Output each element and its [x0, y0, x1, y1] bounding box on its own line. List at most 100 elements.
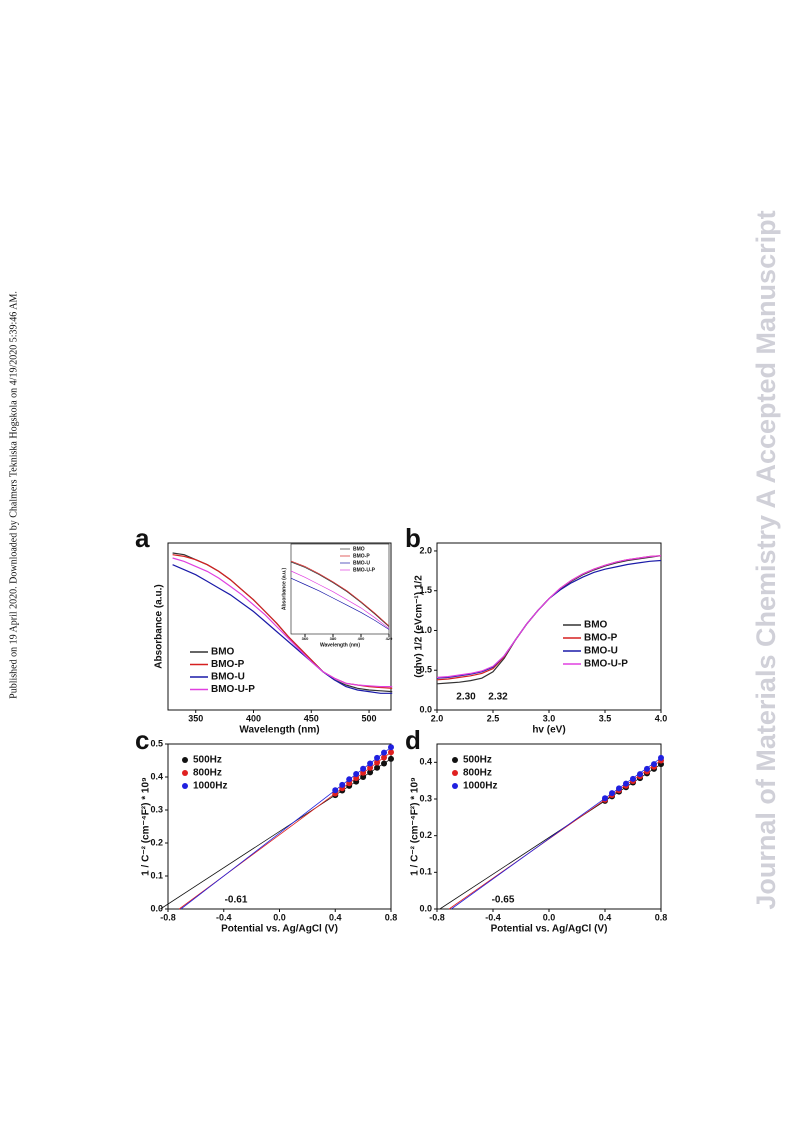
data-point	[332, 787, 339, 794]
panel-label: c	[135, 725, 149, 755]
x-tick-label: 0.0	[273, 912, 286, 922]
data-point	[623, 780, 629, 787]
series-line	[290, 560, 390, 627]
legend-label: 1000Hz	[193, 781, 227, 792]
data-point	[360, 774, 367, 780]
x-tick-label: 0.8	[655, 912, 668, 922]
x-axis-label: Potential vs. Ag/AgCl (V)	[491, 924, 608, 935]
x-tick-label: 3.5	[599, 713, 612, 723]
series-line	[290, 570, 390, 629]
y-tick-label: 0.0	[419, 704, 432, 714]
x-tick-label: 0.0	[543, 912, 556, 922]
data-point	[609, 790, 615, 797]
y-tick-label: 0.4	[150, 771, 163, 781]
data-point	[374, 759, 381, 766]
y-axis-label: 1 / C⁻² (cm⁻⁴F²) * 10⁹	[410, 777, 421, 876]
x-tick-label: -0.4	[485, 912, 501, 922]
series-line	[172, 557, 393, 688]
data-point	[367, 764, 374, 771]
legend-label: BMO	[353, 546, 365, 552]
y-tick-label: 0.1	[419, 867, 432, 877]
x-axis-label: hv (eV)	[532, 725, 565, 736]
data-point	[388, 755, 394, 762]
y-axis-label: Absorbance (a.u.)	[154, 584, 165, 668]
legend-label: BMO-P	[353, 553, 370, 559]
panel-label: a	[135, 523, 150, 553]
y-tick-label: 0.2	[419, 830, 432, 840]
y-tick-label: 0.1	[150, 870, 163, 880]
legend-label: BMO	[584, 620, 608, 631]
x-tick-label: 400	[246, 713, 261, 723]
legend-swatch	[182, 770, 188, 776]
y-axis-label: Absorbance (a.u.)	[281, 568, 287, 611]
legend-swatch	[452, 783, 458, 789]
y-tick-label: 0.5	[419, 665, 432, 675]
x-tick-label: 2.5	[487, 713, 500, 723]
legend-swatch	[452, 770, 458, 776]
y-tick-label: 0.0	[150, 903, 163, 913]
y-tick-label: 0.3	[150, 804, 163, 814]
data-point	[381, 760, 388, 767]
plot-frame	[436, 542, 662, 711]
data-point	[658, 754, 664, 761]
annotation: -0.61	[225, 895, 248, 906]
fit-line	[160, 758, 392, 910]
watermark: Journal of Materials Chemistry A Accepte…	[751, 210, 781, 909]
series-line	[290, 577, 390, 630]
data-point	[346, 776, 353, 783]
x-tick-label: 0.8	[385, 912, 398, 922]
x-tick-label: 420	[386, 636, 393, 641]
data-point	[367, 760, 374, 767]
panel-label: d	[405, 725, 421, 755]
legend-label: BMO-U	[584, 646, 618, 657]
data-point	[388, 744, 394, 751]
x-axis-label: Wavelength (nm)	[320, 642, 360, 648]
y-tick-label: 0.0	[419, 903, 432, 913]
data-point	[644, 765, 650, 772]
y-tick-label: 1.5	[419, 585, 432, 595]
y-axis-label: 1 / C⁻² (cm⁻⁴F²) * 10⁹	[141, 777, 152, 876]
x-axis-label: Potential vs. Ag/AgCl (V)	[221, 924, 338, 935]
legend-label: 500Hz	[463, 755, 492, 766]
x-tick-label: 500	[362, 713, 377, 723]
y-tick-label: 2.0	[419, 545, 432, 555]
x-tick-label: 350	[188, 713, 203, 723]
legend-label: 1000Hz	[463, 781, 497, 792]
data-point	[616, 785, 622, 792]
x-tick-label: 0.4	[329, 912, 342, 922]
data-point	[374, 754, 381, 761]
x-tick-label: 3.0	[543, 713, 556, 723]
x-tick-label: 380	[330, 636, 337, 641]
panel-label: b	[405, 523, 421, 553]
data-point	[637, 771, 643, 778]
data-point	[360, 765, 367, 772]
x-tick-label: -0.8	[429, 912, 445, 922]
legend-label: BMO-U-P	[211, 684, 255, 695]
x-tick-label: 400	[358, 636, 365, 641]
legend-label: 800Hz	[193, 768, 222, 779]
x-tick-label: 2.0	[431, 713, 444, 723]
annotation: -0.65	[492, 895, 515, 906]
legend-label: BMO-U	[211, 672, 245, 683]
y-tick-label: 0.5	[150, 738, 163, 748]
data-point	[651, 761, 657, 768]
y-tick-label: 0.4	[419, 757, 432, 767]
legend-label: BMO-U-P	[353, 567, 376, 573]
y-tick-label: 1.0	[419, 625, 432, 635]
series-line	[290, 561, 390, 628]
annotation: 2.30	[456, 692, 476, 703]
data-point	[381, 749, 388, 756]
x-tick-label: 4.0	[655, 713, 668, 723]
plot-frame	[290, 543, 390, 635]
x-tick-label: -0.8	[160, 912, 176, 922]
legend-swatch	[182, 783, 188, 789]
data-point	[602, 795, 608, 802]
data-point	[630, 775, 636, 782]
legend-swatch	[452, 757, 458, 763]
data-point	[374, 764, 381, 771]
x-axis-label: Wavelength (nm)	[239, 725, 319, 736]
y-tick-label: 0.2	[150, 837, 163, 847]
data-point	[367, 769, 374, 776]
plot-frame	[167, 542, 392, 711]
x-tick-label: 360	[302, 636, 309, 641]
